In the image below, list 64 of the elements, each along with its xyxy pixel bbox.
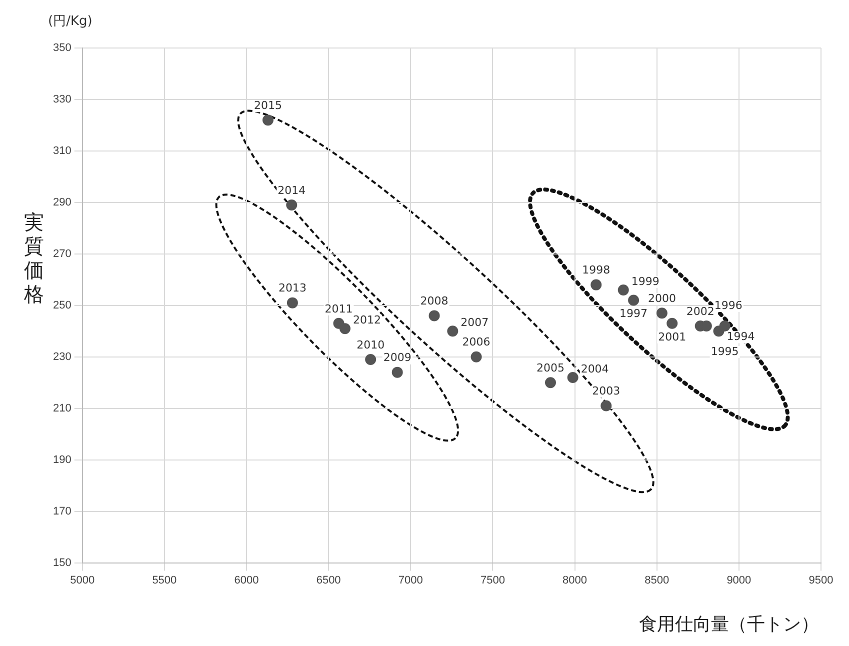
- point: [447, 326, 458, 337]
- annotation: 2014: [278, 184, 306, 197]
- annotation: 2013: [278, 282, 306, 295]
- y-tick-label: 330: [52, 94, 72, 106]
- x-tick-label: 9000: [726, 574, 752, 586]
- point: [590, 279, 602, 290]
- point: [656, 308, 668, 319]
- annotation: 2011: [324, 302, 353, 316]
- point: [339, 323, 350, 334]
- y-tick-label: 150: [52, 556, 72, 569]
- point: [286, 200, 298, 211]
- y-tick-label: 250: [52, 299, 72, 312]
- annotation: 2015: [254, 98, 282, 112]
- point: [470, 351, 482, 362]
- annotation: 1997: [620, 307, 648, 320]
- point: [567, 372, 578, 383]
- annotation: 1994: [726, 330, 755, 343]
- x-tick-label: 8000: [562, 574, 588, 586]
- y-tick-label: 310: [52, 144, 72, 157]
- point: [628, 294, 640, 306]
- y-tick-label: 190: [52, 454, 72, 466]
- annotation: 2003: [592, 384, 620, 398]
- x-tick-label: 8500: [644, 574, 670, 586]
- point: [286, 297, 298, 308]
- y-tick-label: 210: [52, 402, 72, 414]
- point: [719, 320, 730, 332]
- text: (円/Kg): [48, 13, 92, 30]
- annotation: 2000: [648, 292, 676, 305]
- annotation: 2005: [536, 361, 564, 374]
- annotation: 2010: [356, 338, 385, 352]
- x-tick-label: 7000: [398, 574, 423, 586]
- y-tick-label: 170: [52, 505, 72, 518]
- x-tick-label: 5500: [152, 574, 177, 586]
- point: [666, 318, 678, 329]
- y-tick-label: 270: [52, 248, 72, 260]
- point: [618, 284, 629, 296]
- annotation: 2009: [383, 351, 412, 364]
- annotation: 2007: [460, 316, 489, 329]
- point: [262, 114, 274, 126]
- point: [544, 377, 556, 388]
- point: [428, 310, 440, 322]
- annotation: 1998: [582, 264, 610, 277]
- annotation: 1995: [710, 344, 739, 358]
- x-tick-label: 5000: [70, 574, 95, 586]
- y-tick-label: 230: [52, 350, 72, 363]
- annotation: 2004: [580, 362, 609, 376]
- y-tick-label: 350: [52, 42, 72, 54]
- x-axis-title: 食用仕向量（千トン）: [639, 613, 819, 636]
- point: [392, 366, 403, 378]
- x-tick-label: 6000: [234, 574, 259, 586]
- annotation: 1999: [631, 274, 660, 288]
- annotation: 2002: [686, 304, 714, 318]
- x-tick-label: 9500: [808, 574, 834, 586]
- annotation: 1996: [714, 298, 742, 312]
- annotation: 2012: [352, 313, 381, 326]
- y-tick-label: 290: [52, 196, 72, 208]
- point: [600, 400, 612, 412]
- x-tick-label: 7500: [480, 574, 505, 586]
- annotation: 2006: [462, 336, 490, 349]
- point: [365, 354, 376, 365]
- annotation: 2008: [420, 294, 448, 308]
- annotation: 2001: [658, 330, 686, 344]
- y-axis-title: 実質価格: [23, 210, 45, 306]
- x-tick-label: 6500: [316, 574, 341, 586]
